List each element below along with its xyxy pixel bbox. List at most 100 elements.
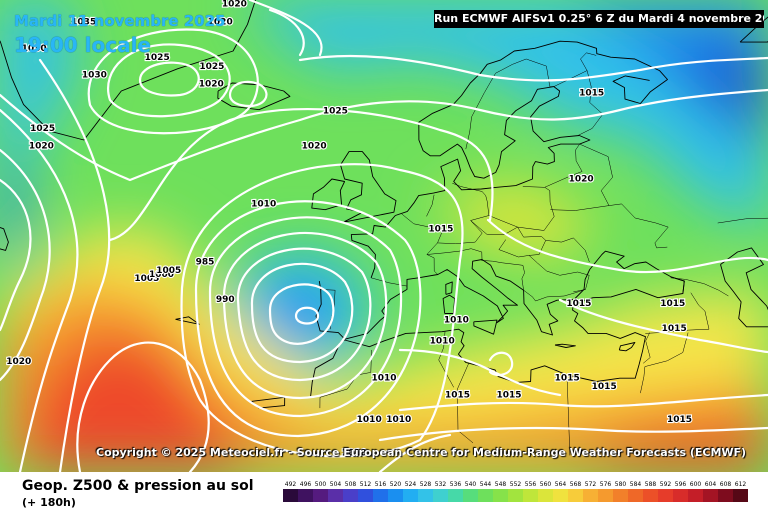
- coastline-northwest-europe: [350, 40, 668, 278]
- isobar-west-1: [0, 178, 32, 332]
- isobar-label: 1030: [22, 44, 47, 54]
- isobar-label: 1015: [660, 299, 685, 309]
- map-footer: Geop. Z500 & pression au sol (+ 180h) 49…: [0, 472, 768, 512]
- border-turkey: [573, 289, 586, 293]
- isobar-label: 1010: [251, 199, 276, 209]
- isobar-label: 1015: [555, 374, 580, 384]
- isobar-label: 1015: [428, 224, 453, 234]
- coastline-crete: [554, 343, 576, 348]
- border-poland-east: [488, 186, 555, 231]
- border-baltics-russia: [544, 143, 613, 206]
- isobar-1010-med: [398, 348, 562, 397]
- border-alps: [426, 248, 483, 260]
- legend-swatch: [658, 489, 673, 502]
- isobar-1015-east: [486, 218, 768, 274]
- weather-map: 1020 1020 1035 1030 1030 1025 1025 1020 1025 1020…: [0, 0, 768, 472]
- legend-swatch: [433, 489, 448, 502]
- legend-swatch: [388, 489, 403, 502]
- coastline-sardinia: [442, 294, 456, 314]
- legend-swatch: [598, 489, 613, 502]
- legend-swatch: [613, 489, 628, 502]
- isobar-label: 1035: [71, 17, 96, 27]
- forecast-lead-time: (+ 180h): [22, 496, 76, 509]
- legend-swatch: [718, 489, 733, 502]
- legend-tick-label: 540: [465, 481, 477, 488]
- legend-tick-label: 520: [390, 481, 402, 488]
- isobar-label: 1020: [569, 175, 594, 185]
- isobar-label: 1015: [566, 299, 591, 309]
- border-belarus-ukraine-russia: [550, 203, 669, 249]
- isobar-1020-greenland-north: [248, 0, 323, 57]
- isobar-low-1: [294, 306, 320, 325]
- isobar-label: 1010: [371, 374, 396, 384]
- border-caucasus: [670, 277, 729, 297]
- legend-tick-label: 580: [615, 481, 627, 488]
- legend-tick-label: 608: [720, 481, 732, 488]
- isobar-label: 1015: [496, 390, 521, 400]
- isobar-low-6: [208, 216, 403, 418]
- geopotential-field: [0, 0, 768, 472]
- isobar-label: 1020: [6, 357, 31, 367]
- isobar-low-5: [222, 231, 388, 400]
- legend-tick-label: 532: [435, 481, 447, 488]
- legend-swatch: [418, 489, 433, 502]
- copyright-notice: Copyright © 2025 Meteociel.fr - Source E…: [96, 446, 747, 459]
- isobar-label: 985: [196, 258, 215, 268]
- legend-swatch: [358, 489, 373, 502]
- legend-tick-label: 552: [510, 481, 522, 488]
- legend-tick-label: 492: [285, 481, 297, 488]
- border-libya-egypt: [566, 375, 571, 456]
- coastline-north-africa: [310, 305, 646, 398]
- isobar-label: 1025: [30, 124, 55, 134]
- isobar-low-4: [236, 247, 372, 382]
- z500-yellow-central: [430, 180, 600, 260]
- forecast-local-time: 19:00 locale: [14, 33, 151, 57]
- isobar-greenland-hi-1: [107, 43, 231, 118]
- isobar-label: 1015: [445, 390, 470, 400]
- isobar-low-2: [268, 283, 335, 345]
- border-libya-west: [457, 363, 474, 444]
- color-legend: 492 496 500 504 508 512 516 520 524 528 532 536 540 5…: [283, 481, 748, 502]
- legend-swatch: [373, 489, 388, 502]
- legend-swatch: [523, 489, 538, 502]
- isobar-greenland-hi-3: [138, 61, 200, 97]
- isobar-label: 1025: [323, 106, 348, 116]
- isobar-label: 1010: [386, 415, 411, 425]
- legend-swatch: [553, 489, 568, 502]
- isobar-label: 1025: [145, 53, 170, 63]
- isobar-label: 1020: [199, 80, 224, 90]
- map-title: Geop. Z500 & pression au sol: [22, 478, 254, 494]
- isobar-west-2: [0, 148, 51, 382]
- legend-tick-label: 572: [585, 481, 597, 488]
- isobar-label: 1030: [82, 71, 107, 81]
- isobar-1010-med-2: [488, 351, 514, 376]
- isobar-label: 1025: [199, 62, 224, 72]
- isobar-1010: [180, 163, 464, 458]
- legend-swatch: [703, 489, 718, 502]
- forecast-date: Mardi 11 novembre 2025: [14, 12, 226, 30]
- border-russia-kazakhstan: [717, 217, 768, 224]
- isobar-1020-north: [0, 88, 768, 182]
- border-middle-east: [643, 332, 651, 364]
- isobar-1010-africa: [378, 433, 452, 472]
- z500-blue-northeast: [560, 0, 768, 160]
- legend-tick-label: 536: [450, 481, 462, 488]
- coastlines: [0, 0, 768, 409]
- border-norway-sweden-finland: [465, 52, 597, 150]
- isobar-west-4: [38, 58, 111, 472]
- isobar-west-3: [0, 108, 79, 472]
- legend-tick-label: 548: [495, 481, 507, 488]
- border-north-africa: [319, 349, 372, 409]
- legend-tick-label: 556: [525, 481, 537, 488]
- country-borders: [319, 52, 768, 456]
- model-run-banner: Run ECMWF AIFSv1 0.25° 6 Z du Mardi 4 no…: [434, 10, 764, 28]
- isobar-1015-west: [108, 108, 494, 242]
- legend-swatch: [463, 489, 478, 502]
- isobar-label: 1020: [302, 141, 327, 151]
- isobar-label: 1015: [579, 89, 604, 99]
- legend-tick-label: 584: [630, 481, 642, 488]
- isobar-label: 1015: [592, 382, 617, 392]
- legend-tick-label: 544: [480, 481, 492, 488]
- border-balkans: [481, 255, 590, 302]
- legend-tick-label: 504: [330, 481, 342, 488]
